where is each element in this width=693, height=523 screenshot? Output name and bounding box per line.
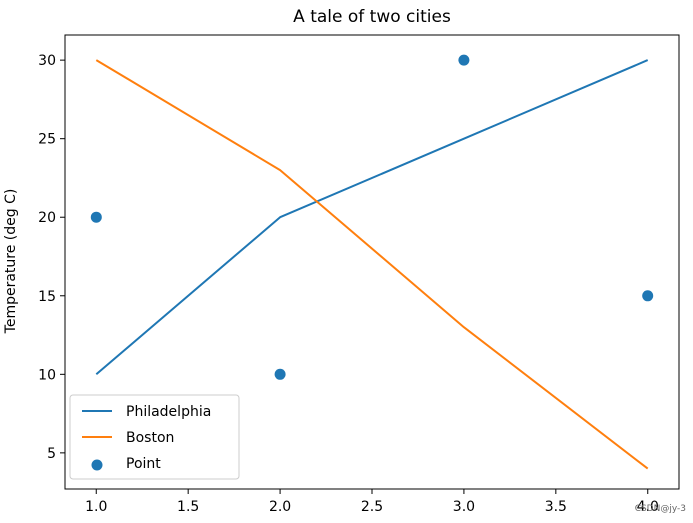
scatter-point <box>458 54 470 66</box>
y-tick-label: 20 <box>38 210 56 226</box>
axis-ticks: 1.0 1.5 2.0 2.5 3.0 3.5 4.0 5 10 15 20 25 30 <box>38 53 659 515</box>
series-line-boston <box>95 59 649 470</box>
scatter-point <box>274 368 286 380</box>
y-tick-label: 30 <box>38 53 56 69</box>
watermark: CSDN@jy-3 <box>635 504 686 514</box>
x-tick-label: 2.5 <box>361 499 383 515</box>
legend-label: Boston <box>126 430 174 446</box>
y-tick-label: 25 <box>38 132 56 148</box>
legend-label: Point <box>126 456 161 472</box>
scatter-point <box>90 211 102 223</box>
legend-label: Philadelphia <box>126 404 211 420</box>
x-tick-label: 1.0 <box>85 499 107 515</box>
y-axis-label: Temperature (deg C) <box>3 189 19 335</box>
plot-area <box>90 54 654 470</box>
legend: Philadelphia Boston Point <box>69 394 240 480</box>
x-tick-label: 3.5 <box>545 499 567 515</box>
chart-title: A tale of two cities <box>293 7 451 27</box>
y-tick-label: 5 <box>47 446 56 462</box>
x-tick-label: 3.0 <box>453 499 475 515</box>
x-tick-label: 2.0 <box>269 499 291 515</box>
x-tick-label: 1.5 <box>177 499 199 515</box>
legend-swatch-marker <box>91 459 103 471</box>
y-tick-label: 10 <box>38 367 56 383</box>
y-tick-label: 15 <box>38 289 56 305</box>
x-tick-label: 4.0 <box>637 499 659 515</box>
scatter-point <box>642 290 654 302</box>
legend-box <box>69 394 240 480</box>
series-line-philadelphia <box>95 59 649 376</box>
